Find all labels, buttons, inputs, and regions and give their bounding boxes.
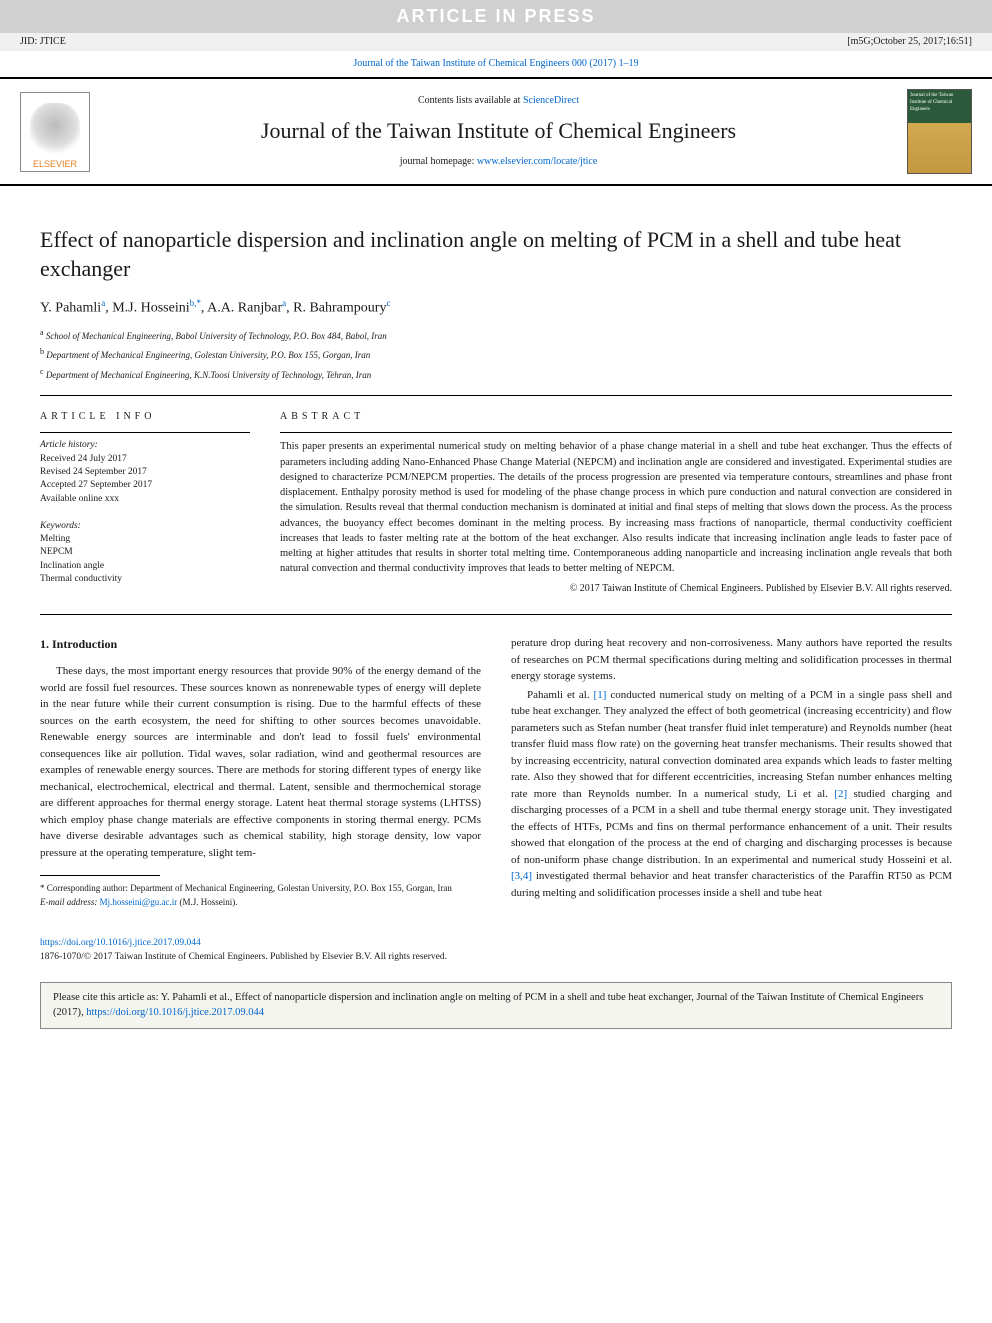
corresponding-author-footnote: * Corresponding author: Department of Me… <box>40 882 481 909</box>
p2b-pre: Pahamli et al. <box>527 689 594 701</box>
intro-heading: 1. Introduction <box>40 635 481 653</box>
authors-line: Y. Pahamlia, M.J. Hosseinib,*, A.A. Ranj… <box>40 297 952 318</box>
footnote-rule <box>40 875 160 876</box>
corr-email-name: (M.J. Hosseini). <box>177 897 237 907</box>
separator-line-2 <box>40 614 952 615</box>
keyword-item: NEPCM <box>40 546 250 559</box>
timestamp-label: [m5G;October 25, 2017;16:51] <box>847 35 972 49</box>
article-info-label: ARTICLE INFO <box>40 410 250 424</box>
issn-copyright-line: 1876-1070/© 2017 Taiwan Institute of Che… <box>40 951 952 964</box>
article-info-column: ARTICLE INFO Article history: Received 2… <box>40 410 250 600</box>
corr-email-link[interactable]: Mj.hosseini@gu.ac.ir <box>100 897 178 907</box>
keyword-item: Inclination angle <box>40 560 250 573</box>
history-item: Revised 24 September 2017 <box>40 466 250 479</box>
doi-block: https://doi.org/10.1016/j.jtice.2017.09.… <box>0 929 992 972</box>
contents-line: Contents lists available at ScienceDirec… <box>110 94 887 108</box>
keyword-item: Melting <box>40 533 250 546</box>
journal-name: Journal of the Taiwan Institute of Chemi… <box>110 116 887 147</box>
affiliation: c Department of Mechanical Engineering, … <box>40 366 952 382</box>
homepage-line: journal homepage: www.elsevier.com/locat… <box>110 155 887 169</box>
body-paragraph-2a: perature drop during heat recovery and n… <box>511 635 952 685</box>
abstract-text: This paper presents an experimental nume… <box>280 439 952 576</box>
keywords-block: Keywords: MeltingNEPCMInclination angleT… <box>40 520 250 586</box>
journal-cover-thumbnail: Journal of the Taiwan Institute of Chemi… <box>907 89 972 174</box>
article-history-block: Article history: Received 24 July 2017Re… <box>40 439 250 505</box>
corr-author-text: * Corresponding author: Department of Me… <box>40 882 481 896</box>
cite-doi-link[interactable]: https://doi.org/10.1016/j.jtice.2017.09.… <box>86 1007 264 1018</box>
masthead-center: Contents lists available at ScienceDirec… <box>110 94 887 169</box>
homepage-link[interactable]: www.elsevier.com/locate/jtice <box>477 156 597 167</box>
body-two-column: 1. Introduction These days, the most imp… <box>40 635 952 909</box>
please-cite-box: Please cite this article as: Y. Pahamli … <box>40 982 952 1029</box>
elsevier-tree-icon <box>30 103 80 158</box>
homepage-prefix: journal homepage: <box>400 156 477 167</box>
contents-prefix: Contents lists available at <box>418 95 523 106</box>
p2b-post: conducted numerical study on melting of … <box>511 689 952 800</box>
abstract-divider <box>280 432 952 433</box>
journal-reference-line: Journal of the Taiwan Institute of Chemi… <box>0 51 992 77</box>
abstract-column: ABSTRACT This paper presents an experime… <box>280 410 952 600</box>
info-divider <box>40 432 250 433</box>
keywords-header: Keywords: <box>40 520 250 533</box>
body-paragraph-1: These days, the most important energy re… <box>40 663 481 861</box>
history-header: Article history: <box>40 439 250 452</box>
abstract-copyright: © 2017 Taiwan Institute of Chemical Engi… <box>280 582 952 596</box>
doi-link[interactable]: https://doi.org/10.1016/j.jtice.2017.09.… <box>40 938 201 948</box>
affiliation: b Department of Mechanical Engineering, … <box>40 346 952 362</box>
citation-3-4[interactable]: [3,4] <box>511 870 532 882</box>
history-item: Accepted 27 September 2017 <box>40 479 250 492</box>
masthead: ELSEVIER Contents lists available at Sci… <box>0 77 992 186</box>
elsevier-label: ELSEVIER <box>33 158 77 171</box>
p2d: investigated thermal behavior and heat t… <box>511 870 952 899</box>
keyword-item: Thermal conductivity <box>40 573 250 586</box>
jid-label: JID: JTICE <box>20 35 66 49</box>
sciencedirect-link[interactable]: ScienceDirect <box>523 95 579 106</box>
abstract-label: ABSTRACT <box>280 410 952 424</box>
history-item: Available online xxx <box>40 493 250 506</box>
history-item: Received 24 July 2017 <box>40 453 250 466</box>
email-label: E-mail address: <box>40 897 100 907</box>
citation-2[interactable]: [2] <box>834 788 847 800</box>
header-row: JID: JTICE [m5G;October 25, 2017;16:51] <box>0 33 992 51</box>
journal-ref-link[interactable]: Journal of the Taiwan Institute of Chemi… <box>353 58 638 69</box>
body-paragraph-2b: Pahamli et al. [1] conducted numerical s… <box>511 687 952 902</box>
elsevier-logo: ELSEVIER <box>20 92 90 172</box>
article-in-press-banner: ARTICLE IN PRESS <box>0 0 992 33</box>
article-title: Effect of nanoparticle dispersion and in… <box>40 226 952 283</box>
affiliation: a School of Mechanical Engineering, Babo… <box>40 327 952 343</box>
separator-line <box>40 395 952 396</box>
citation-1[interactable]: [1] <box>594 689 607 701</box>
